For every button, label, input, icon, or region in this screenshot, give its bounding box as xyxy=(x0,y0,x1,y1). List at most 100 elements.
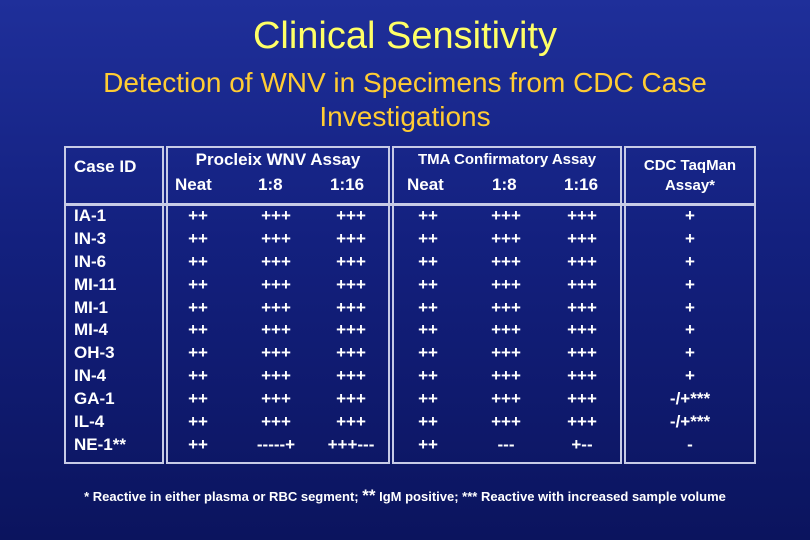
table-cell: +-- xyxy=(571,434,593,454)
table-cell: +++ xyxy=(336,320,366,340)
table-cell: +++ xyxy=(336,274,366,294)
table-cell: + xyxy=(685,251,695,271)
header-procleix-1-8: 1:8 xyxy=(258,175,283,194)
table-cell: +++ xyxy=(567,343,597,363)
table-cell: ++ xyxy=(188,274,208,294)
table-cell: ++ xyxy=(188,343,208,363)
table-cell: IL-4 xyxy=(74,412,105,432)
table-cell: +++ xyxy=(261,206,291,225)
footnote: * Reactive in either plasma or RBC segme… xyxy=(0,486,810,506)
table-cell: OH-3 xyxy=(74,343,115,363)
table-cell: +++ xyxy=(491,228,521,248)
header-cdc-line2: Assay* xyxy=(664,177,716,194)
table-cell: MI-1 xyxy=(74,297,108,317)
table-cell: +++ xyxy=(261,366,291,386)
table-cell: ++ xyxy=(418,366,438,386)
table-cell: ++ xyxy=(188,434,208,454)
table-cell: ++ xyxy=(418,343,438,363)
column-procleix-neat: ++ ++ ++ ++ ++ ++ ++ ++ ++ ++ ++ xyxy=(176,205,220,457)
header-procleix: Procleix WNV Assay xyxy=(195,150,361,169)
slide-title: Clinical Sensitivity xyxy=(252,15,558,57)
footnote-part2: IgM positive; *** Reactive with increase… xyxy=(375,489,726,504)
table-cell: +++ xyxy=(261,228,291,248)
table-cell: +++ xyxy=(491,274,521,294)
column-tma-1-8: +++ +++ +++ +++ +++ +++ +++ +++ +++ +++ … xyxy=(476,205,536,457)
table-cell: ++ xyxy=(188,320,208,340)
table-cell: + xyxy=(685,206,695,225)
table-cell: +++ xyxy=(336,206,366,225)
table-cell: +++ xyxy=(261,343,291,363)
table-cell: +++ xyxy=(336,412,366,432)
table-panel-tma xyxy=(392,146,622,464)
table-cell: ++ xyxy=(188,206,208,225)
table-cell: -/+*** xyxy=(669,412,711,432)
table-cell: +++ xyxy=(336,251,366,271)
table-cell: +++ xyxy=(491,366,521,386)
table-cell: + xyxy=(685,343,695,363)
table-cell: ++ xyxy=(188,366,208,386)
header-tma: TMA Confirmatory Assay xyxy=(417,151,597,168)
table-cell: IN-3 xyxy=(74,228,107,248)
header-tma-1-16: 1:16 xyxy=(564,175,599,194)
table-cell: +++ xyxy=(567,251,597,271)
table-cell: +++ xyxy=(261,251,291,271)
table-cell: ++ xyxy=(418,206,438,225)
table-cell: +++ xyxy=(336,343,366,363)
table-cell: MI-4 xyxy=(74,320,108,340)
table-cell: IN-4 xyxy=(74,366,107,386)
table-cell: +++ xyxy=(336,297,366,317)
table-panel-procleix xyxy=(166,146,390,464)
table-cell: +++ xyxy=(567,366,597,386)
table-cell: + xyxy=(685,320,695,340)
table-cell: MI-11 xyxy=(74,274,117,294)
header-procleix-neat: Neat xyxy=(175,175,212,194)
column-case-id: IA-1 IN-3 IN-6 MI-11 MI-1 MI-4 OH-3 IN-4… xyxy=(74,205,164,457)
table-cell: +++ xyxy=(567,206,597,225)
table-cell: ++ xyxy=(418,412,438,432)
table-cell: +++ xyxy=(336,389,366,409)
table-cell: +++ xyxy=(567,297,597,317)
table-cell: ++ xyxy=(188,412,208,432)
header-procleix-1-16: 1:16 xyxy=(330,175,365,194)
table-cell: +++ xyxy=(261,274,291,294)
table-cell: IA-1 xyxy=(74,206,107,225)
header-cdc-line1: CDC TaqMan xyxy=(643,157,737,174)
table-cell: ++ xyxy=(418,320,438,340)
table-cell: +++ xyxy=(491,412,521,432)
table-cell: +++--- xyxy=(327,434,375,454)
table-cell: +++ xyxy=(567,320,597,340)
slide-subtitle: Detection of WNV in Specimens from CDC C… xyxy=(103,67,707,132)
table-cell: +++ xyxy=(567,228,597,248)
table-cell: +++ xyxy=(567,389,597,409)
column-tma-1-16: +++ +++ +++ +++ +++ +++ +++ +++ +++ +++ … xyxy=(552,205,612,457)
table-cell: +++ xyxy=(491,343,521,363)
table-cell: - xyxy=(687,434,693,454)
footnote-part1: * Reactive in either plasma or RBC segme… xyxy=(84,489,363,504)
table-cell: GA-1 xyxy=(74,389,115,409)
header-divider xyxy=(64,203,756,206)
table-cell: +++ xyxy=(491,389,521,409)
table-cell: ++ xyxy=(188,297,208,317)
column-tma-neat: ++ ++ ++ ++ ++ ++ ++ ++ ++ ++ ++ xyxy=(406,205,450,457)
table-cell: + xyxy=(685,366,695,386)
table-cell: ++ xyxy=(188,228,208,248)
table-cell: +++ xyxy=(567,412,597,432)
table-cell: +++ xyxy=(261,412,291,432)
table-cell: +++ xyxy=(261,297,291,317)
table-cell: -/+*** xyxy=(669,389,711,409)
column-cdc-taqman: + + + + + + + + -/+*** -/+*** - xyxy=(640,205,740,457)
table-cell: ++ xyxy=(418,251,438,271)
table-cell: + xyxy=(685,274,695,294)
table-cell: +++ xyxy=(336,228,366,248)
table-cell: ++ xyxy=(418,274,438,294)
table-cell: +++ xyxy=(491,297,521,317)
table-cell: ++ xyxy=(418,228,438,248)
table-cell: + xyxy=(685,297,695,317)
table-cell: +++ xyxy=(261,389,291,409)
table-cell: +++ xyxy=(491,251,521,271)
footnote-stars: ** xyxy=(362,486,376,505)
table-cell: +++ xyxy=(491,206,521,225)
table-panel-case-id xyxy=(64,146,164,464)
table-cell: +++ xyxy=(261,320,291,340)
table-cell: + xyxy=(685,228,695,248)
